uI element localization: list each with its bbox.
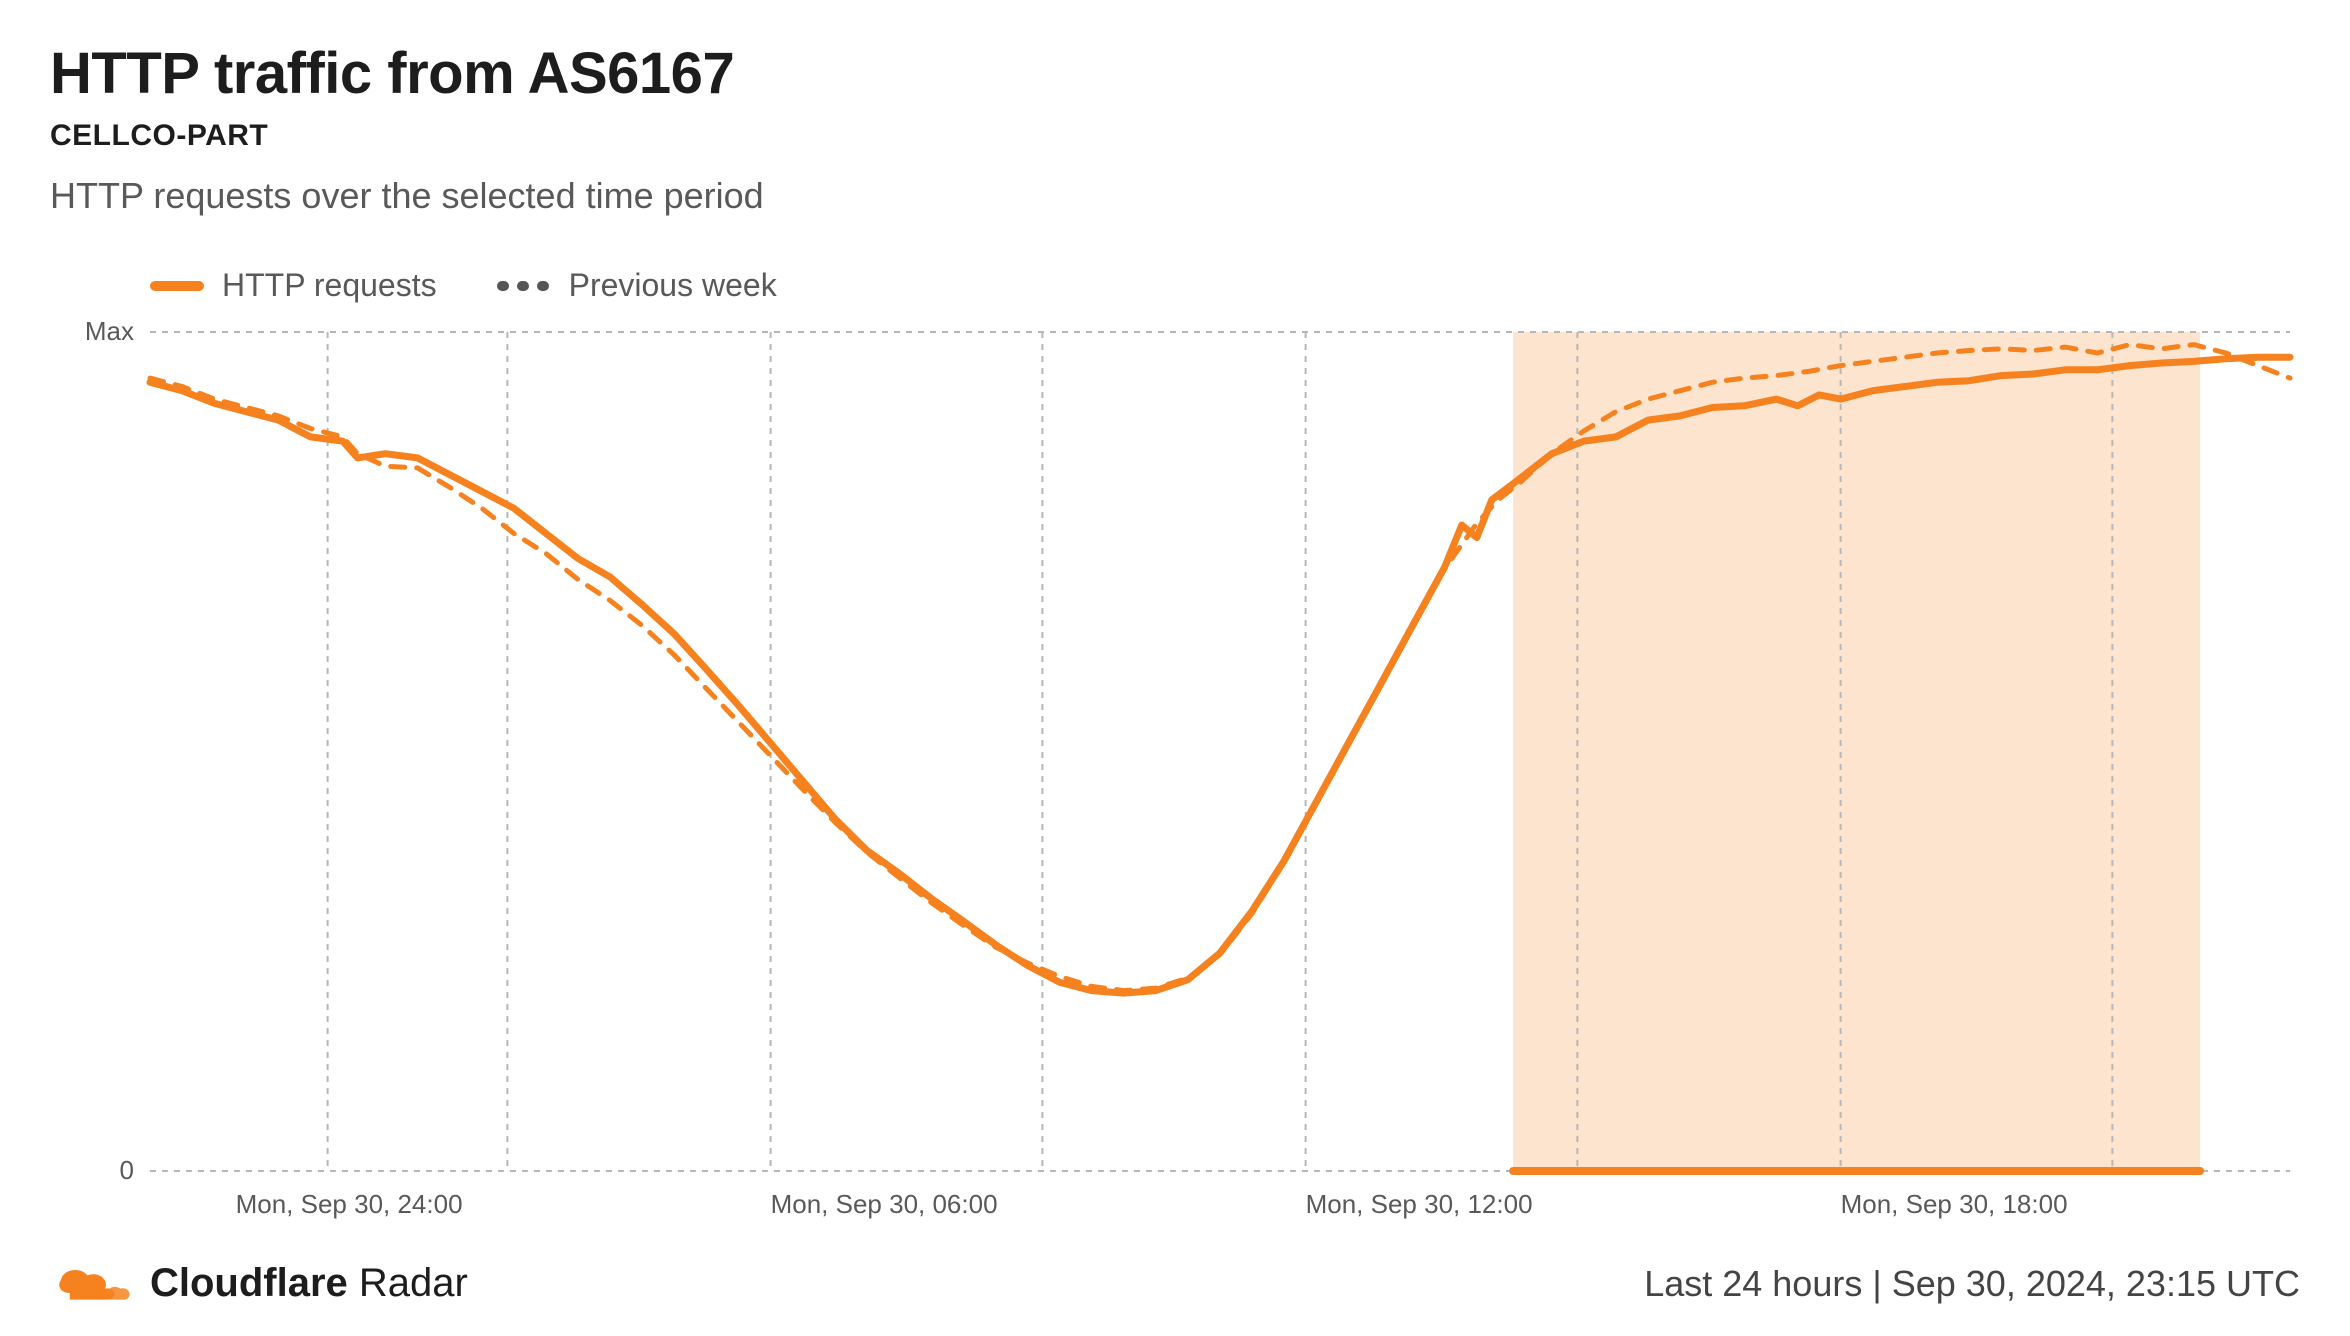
line-chart: Max 0 Mon, Sep 30, 24:00 Mon, Sep 30, 06:00… (50, 322, 2300, 1231)
svg-text:Mon, Sep 30, 12:00: Mon, Sep 30, 12:00 (1306, 1189, 1533, 1219)
cloudflare-logo-icon (50, 1264, 130, 1304)
brand: Cloudflare Radar (50, 1261, 468, 1306)
timestamp-range: Last 24 hours (1644, 1263, 1862, 1304)
svg-text:Mon, Sep 30, 06:00: Mon, Sep 30, 06:00 (771, 1189, 998, 1219)
chart-title: HTTP traffic from AS6167 (50, 40, 2300, 107)
svg-text:Max: Max (85, 322, 134, 346)
svg-text:Mon, Sep 30, 18:00: Mon, Sep 30, 18:00 (1841, 1189, 2068, 1219)
chart-subtitle: CELLCO-PART (50, 119, 2300, 153)
brand-light: Radar (348, 1261, 468, 1305)
legend-swatch-solid (150, 281, 204, 291)
legend-item-previous-week: Previous week (497, 267, 777, 304)
timestamp-sep: | (1872, 1263, 1891, 1304)
footer: Cloudflare Radar Last 24 hours | Sep 30,… (50, 1261, 2300, 1306)
legend-item-http-requests: HTTP requests (150, 267, 437, 304)
svg-text:Mon, Sep 30, 24:00: Mon, Sep 30, 24:00 (236, 1189, 463, 1219)
brand-bold: Cloudflare (150, 1261, 348, 1305)
legend-swatch-dashed (497, 281, 551, 291)
chart-description: HTTP requests over the selected time per… (50, 175, 2300, 217)
timestamp: Last 24 hours | Sep 30, 2024, 23:15 UTC (1644, 1263, 2300, 1305)
svg-text:0: 0 (120, 1155, 134, 1185)
chart-area: Max 0 Mon, Sep 30, 24:00 Mon, Sep 30, 06:00… (50, 322, 2300, 1231)
legend-label: HTTP requests (222, 267, 437, 304)
legend-label: Previous week (569, 267, 777, 304)
brand-text: Cloudflare Radar (150, 1261, 468, 1306)
chart-legend: HTTP requests Previous week (150, 267, 2300, 304)
timestamp-date: Sep 30, 2024, 23:15 UTC (1892, 1263, 2300, 1304)
